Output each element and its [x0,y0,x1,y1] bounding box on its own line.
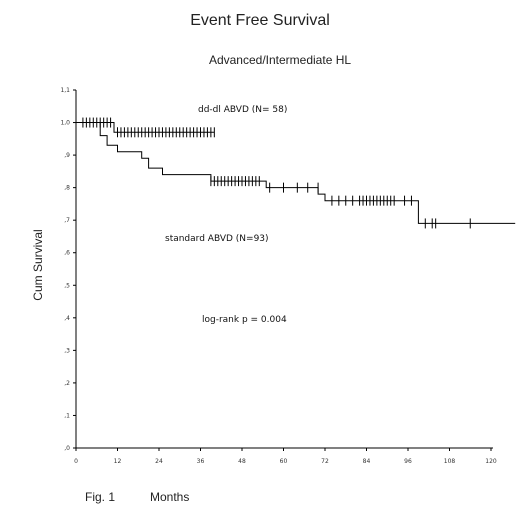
y-tick-label: ,6 [64,250,70,257]
x-tick-label: 120 [485,458,497,465]
y-tick-label: ,4 [64,315,70,322]
x-tick-label: 84 [363,458,371,465]
x-tick-label: 60 [280,458,288,465]
y-tick-label: ,0 [64,445,70,452]
x-axis-label: Months [150,490,190,504]
annotation-log-rank: log-rank p = 0.004 [202,315,287,325]
y-tick-label: ,7 [64,217,70,224]
y-tick-label: ,8 [64,185,70,192]
annotation-ddl-abvd: dd-dl ABVD (N= 58) [198,105,287,115]
figure-label: Fig. 1 [85,490,116,504]
y-tick-label: ,2 [64,380,70,387]
survival-curves [76,117,516,229]
chart-subtitle: Advanced/Intermediate HL [208,53,352,67]
chart-title: Event Free Survival [190,12,330,29]
y-tick-label: ,1 [64,412,70,419]
x-tick-label: 0 [74,458,78,465]
curve-standard-abvd [76,122,516,224]
x-tick-label: 48 [238,458,246,465]
x-tick-label: 24 [155,458,163,465]
y-tick-label: 1,1 [60,87,70,94]
y-tick-label: ,3 [64,347,70,354]
x-tick-label: 36 [197,458,205,465]
x-tick-label: 96 [404,458,412,465]
y-tick-label: ,5 [64,282,70,289]
axes: 0 12 24 36 48 60 72 84 96 108 120 ,0 ,1 ,2 ,3 ,4 ,5 ,6 ,7,… [60,87,496,465]
y-tick-label: ,9 [64,152,70,159]
annotation-standard-abvd: standard ABVD (N=93) [165,234,269,244]
x-tick-label: 72 [321,458,329,465]
x-tick-label: 108 [444,458,456,465]
y-tick-label: 1,0 [60,120,70,127]
x-tick-label: 12 [114,458,122,465]
